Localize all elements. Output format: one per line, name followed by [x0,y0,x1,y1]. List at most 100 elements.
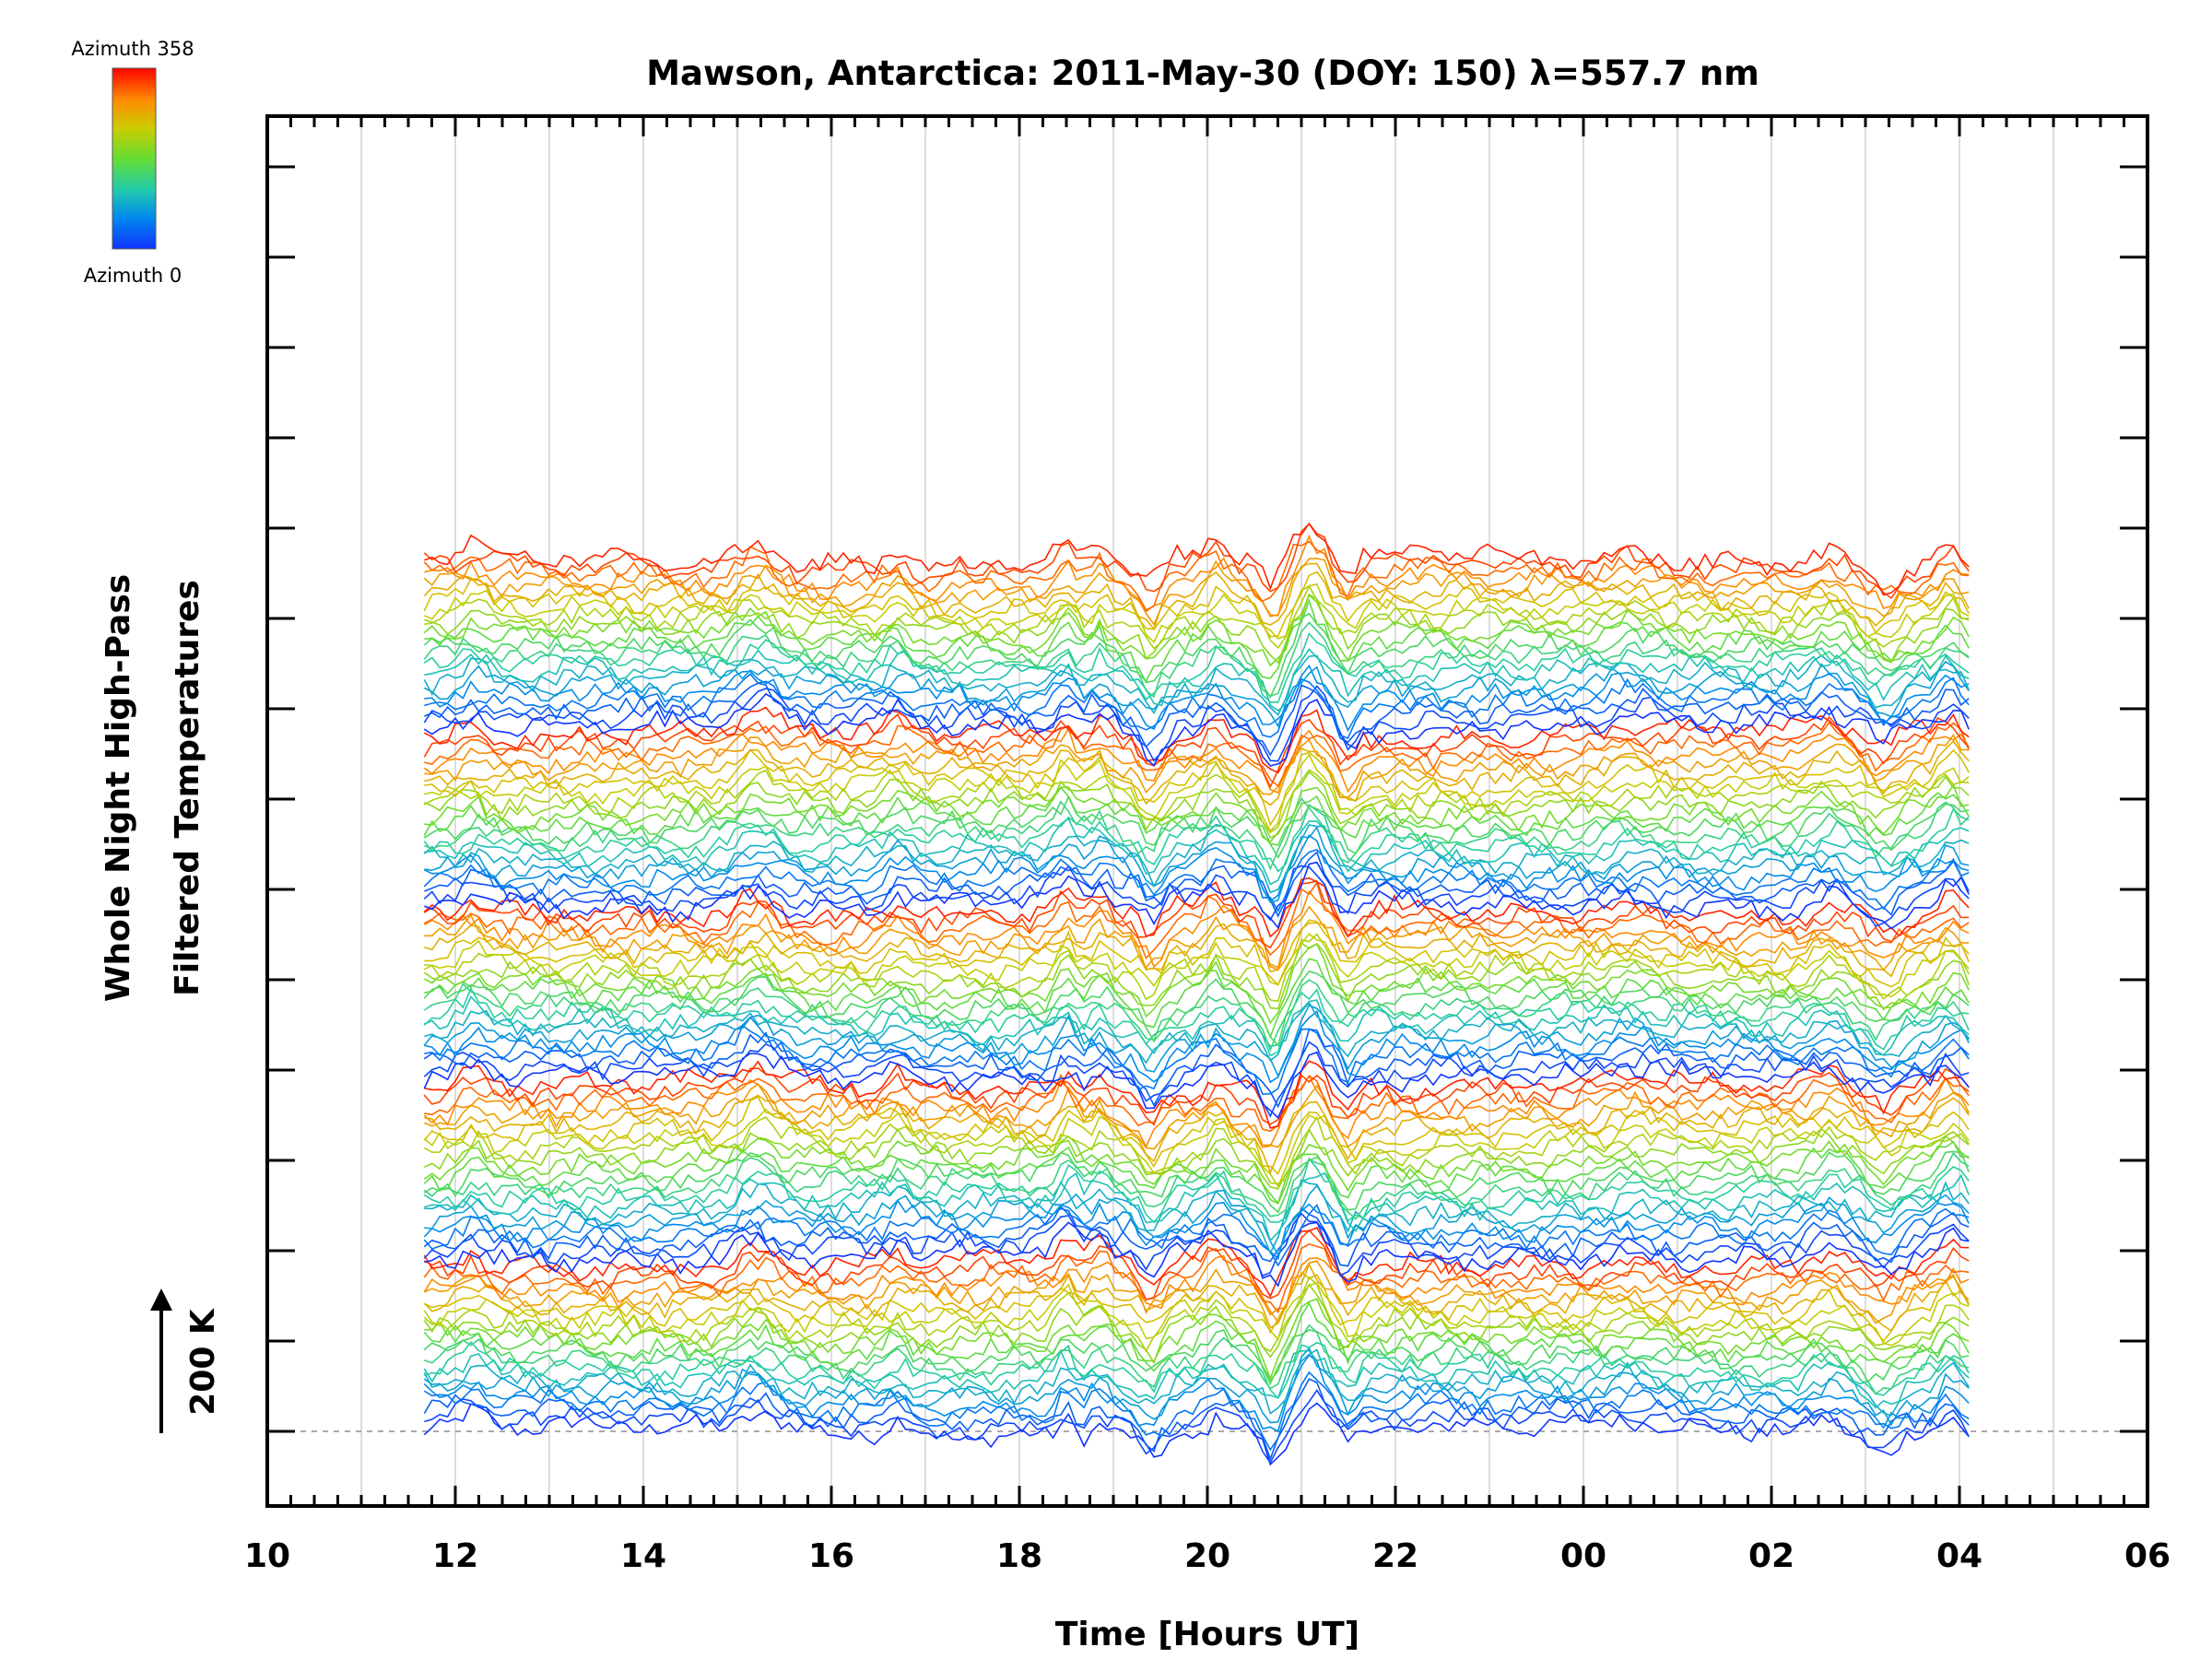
series-line [423,1157,1970,1224]
series-line [424,905,1970,971]
series-line [424,1060,1970,1129]
series-line [423,1260,1970,1324]
colorbar-top-label: Azimuth 358 [71,38,194,60]
series-line [423,685,1970,762]
series-line [424,796,1970,871]
series-line [423,1348,1970,1409]
chart-title: Mawson, Antarctica: 2011-May-30 (DOY: 15… [646,53,1759,93]
x-tick-label: 04 [1936,1537,1983,1575]
series-line [424,1184,1970,1257]
colorbar-gradient [112,67,157,250]
series-line [423,1271,1970,1343]
series-line [423,1198,1970,1261]
series-line [423,1151,1970,1220]
series-line [424,919,1970,988]
series-line [423,1300,1970,1386]
series-line [423,1206,1970,1267]
series-line [423,943,1970,1025]
series-line [423,879,1970,949]
series-line [423,877,1970,938]
series-line [424,1001,1970,1065]
x-tick-label: 12 [432,1537,478,1575]
series-line [424,1324,1970,1395]
series-line [423,1402,1970,1466]
series-line [423,1004,1970,1078]
series-line [424,1024,1970,1095]
series-line [424,782,1970,843]
series-line [423,1354,1970,1433]
x-tick-label: 14 [620,1537,666,1575]
y-axis-label-line1: Whole Night High-Pass [100,574,137,1002]
series-line [423,1041,1970,1118]
series-line [423,932,1970,998]
series-line [423,1347,1970,1427]
series-line [424,1221,1970,1288]
series-line [423,771,1970,839]
series-line [423,1283,1970,1365]
series-line [423,1204,1970,1267]
series-line [423,726,1970,794]
series-line [423,1262,1970,1333]
series-line [423,794,1970,860]
series-line [423,823,1970,894]
series-line [424,861,1970,930]
series-line [423,1276,1970,1353]
series-line [423,523,1970,600]
series-line [424,1388,1970,1465]
series-line [423,621,1970,699]
series-line [423,654,1970,716]
y-axis-label-line2: Filtered Temperatures [169,580,206,996]
series-line [424,721,1970,787]
colorbar-bottom-label: Azimuth 0 [84,265,182,287]
series-line [423,1243,1970,1314]
series-line [423,970,1970,1047]
x-axis-label: Time [Hours UT] [1055,1616,1359,1653]
series-line [423,682,1970,757]
scale-bar: 200 K [150,1288,222,1433]
x-tick-label: 18 [996,1537,1042,1575]
series-line [423,1108,1970,1188]
series-line [423,834,1970,903]
series-line [423,692,1970,767]
series-line [423,848,1970,913]
series-line [424,1073,1970,1133]
series-line [424,817,1970,886]
series-line [423,1371,1970,1452]
series-line [423,1067,1970,1126]
series-line [424,748,1970,827]
series-line [423,865,1970,927]
series-line [423,631,1970,703]
series-line [423,1075,1970,1149]
series-line [424,664,1970,733]
series-line [423,1051,1970,1120]
series-line [424,825,1970,903]
scale-bar-label: 200 K [184,1308,222,1416]
series-line [424,1083,1970,1150]
series-group [423,522,1970,1466]
series-line [424,598,1970,683]
series-line [424,1298,1970,1381]
series-line [424,673,1970,740]
series-line [423,712,1970,789]
series-line [423,1282,1970,1347]
series-line [423,1254,1970,1316]
series-line [423,1140,1970,1206]
x-tick-label: 10 [244,1537,290,1575]
series-line [424,584,1970,650]
series-line [424,734,1970,799]
series-line [423,558,1970,626]
series-line [423,941,1970,1011]
series-line [423,540,1970,611]
series-line [424,648,1970,712]
series-line [424,593,1970,665]
x-tick-label: 02 [1748,1537,1794,1575]
series-line [424,922,1970,978]
x-tick-label: 06 [2124,1537,2171,1575]
series-line [424,958,1970,1040]
series-line [423,594,1970,667]
axis-ticks [265,116,2149,1506]
series-line [424,1171,1970,1242]
series-line [423,1229,1970,1300]
series-line [423,1226,1970,1299]
scale-arrow-head [150,1288,172,1311]
